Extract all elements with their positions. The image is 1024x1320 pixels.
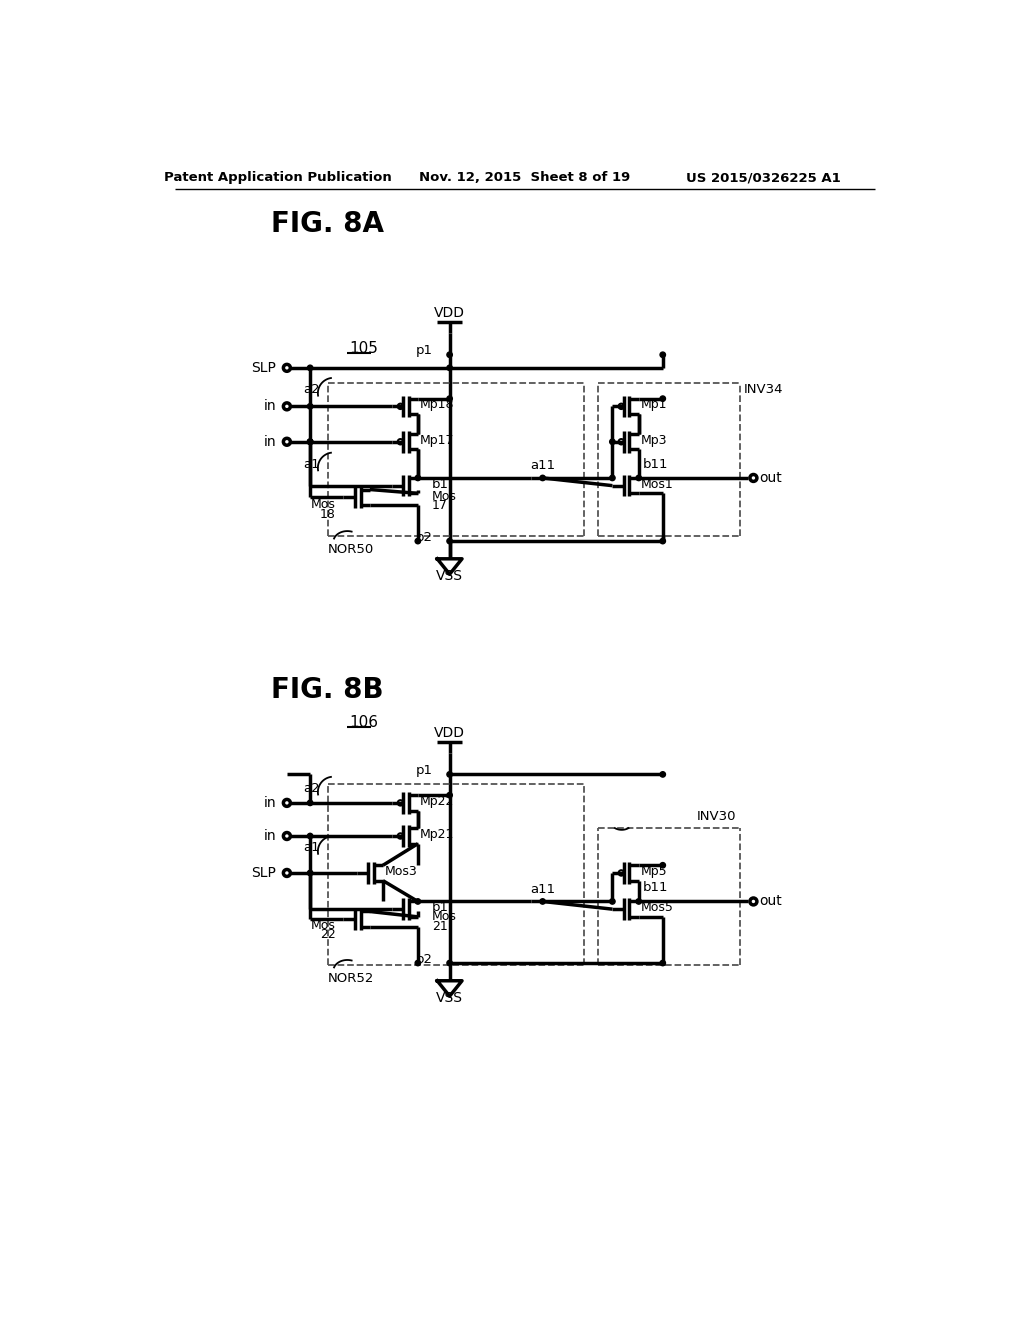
Text: FIG. 8A: FIG. 8A <box>271 210 384 238</box>
Circle shape <box>660 539 666 544</box>
Circle shape <box>446 961 453 966</box>
Text: 17: 17 <box>432 499 447 512</box>
Text: 105: 105 <box>349 341 378 356</box>
Circle shape <box>609 899 615 904</box>
Text: INV30: INV30 <box>697 810 736 824</box>
Circle shape <box>446 366 453 371</box>
Text: FIG. 8B: FIG. 8B <box>271 676 384 704</box>
Text: NOR52: NOR52 <box>328 972 375 985</box>
Text: 21: 21 <box>432 920 447 933</box>
Circle shape <box>446 772 453 777</box>
Text: 106: 106 <box>349 714 378 730</box>
Text: Mp18: Mp18 <box>420 399 454 412</box>
Circle shape <box>540 475 546 480</box>
Circle shape <box>540 899 546 904</box>
Text: Nov. 12, 2015  Sheet 8 of 19: Nov. 12, 2015 Sheet 8 of 19 <box>419 172 631 185</box>
Circle shape <box>415 539 421 544</box>
Text: VDD: VDD <box>434 306 465 321</box>
Circle shape <box>660 396 666 401</box>
Text: out: out <box>760 471 782 484</box>
Text: p2: p2 <box>416 953 432 966</box>
Text: 18: 18 <box>319 508 336 520</box>
Text: 22: 22 <box>319 928 336 941</box>
Text: Mos: Mos <box>432 911 457 924</box>
Text: a1: a1 <box>303 458 321 471</box>
Text: Mos: Mos <box>311 499 336 511</box>
Text: a2: a2 <box>303 383 321 396</box>
Text: US 2015/0326225 A1: US 2015/0326225 A1 <box>686 172 841 185</box>
Circle shape <box>660 961 666 966</box>
Text: Mp21: Mp21 <box>420 828 454 841</box>
Text: p1: p1 <box>416 345 432 358</box>
Text: p1: p1 <box>416 764 432 777</box>
Text: a11: a11 <box>530 883 555 896</box>
Text: VSS: VSS <box>436 569 463 582</box>
Text: in: in <box>263 829 276 843</box>
Circle shape <box>307 366 313 371</box>
Text: in: in <box>263 400 276 413</box>
Circle shape <box>446 352 453 358</box>
Circle shape <box>636 475 641 480</box>
Text: Mp3: Mp3 <box>640 434 667 446</box>
Text: in: in <box>263 796 276 810</box>
Text: Mos5: Mos5 <box>640 902 673 915</box>
Text: a11: a11 <box>530 459 555 473</box>
Circle shape <box>660 352 666 358</box>
Circle shape <box>446 792 453 797</box>
Circle shape <box>307 833 313 838</box>
Circle shape <box>636 899 641 904</box>
Text: Mp17: Mp17 <box>420 434 454 446</box>
Circle shape <box>415 961 421 966</box>
Circle shape <box>307 440 313 445</box>
Circle shape <box>660 862 666 869</box>
Text: INV34: INV34 <box>744 383 783 396</box>
Text: in: in <box>263 434 276 449</box>
Text: b1: b1 <box>432 902 449 915</box>
Text: Mos1: Mos1 <box>640 478 673 491</box>
Circle shape <box>660 772 666 777</box>
Text: VDD: VDD <box>434 726 465 739</box>
Text: p2: p2 <box>416 531 432 544</box>
Circle shape <box>307 440 313 445</box>
Circle shape <box>307 404 313 409</box>
Text: SLP: SLP <box>251 866 276 880</box>
Circle shape <box>307 800 313 805</box>
Text: a2: a2 <box>303 781 321 795</box>
Circle shape <box>446 539 453 544</box>
Circle shape <box>307 870 313 875</box>
Text: b1: b1 <box>432 478 449 491</box>
Circle shape <box>446 396 453 401</box>
Text: out: out <box>760 895 782 908</box>
Text: Mp5: Mp5 <box>640 865 667 878</box>
Text: Mos: Mos <box>311 919 336 932</box>
Circle shape <box>307 440 313 445</box>
Circle shape <box>609 475 615 480</box>
Text: b11: b11 <box>643 458 668 471</box>
Text: Mp22: Mp22 <box>420 795 454 808</box>
Text: NOR50: NOR50 <box>328 543 374 556</box>
Text: SLP: SLP <box>251 360 276 375</box>
Text: b11: b11 <box>643 880 668 894</box>
Text: Mos: Mos <box>432 490 457 503</box>
Text: VSS: VSS <box>436 991 463 1005</box>
Text: Mos3: Mos3 <box>385 865 417 878</box>
Circle shape <box>415 475 421 480</box>
Text: a1: a1 <box>303 841 321 854</box>
Circle shape <box>415 899 421 904</box>
Text: Patent Application Publication: Patent Application Publication <box>164 172 391 185</box>
Circle shape <box>609 440 615 445</box>
Text: Mp1: Mp1 <box>640 399 667 412</box>
